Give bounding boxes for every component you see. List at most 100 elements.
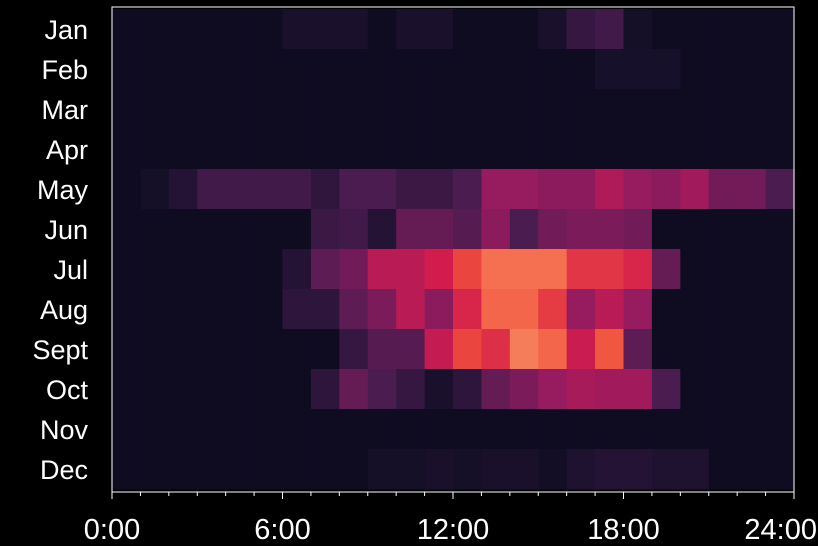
heatmap-cell	[197, 289, 227, 330]
heatmap-cell	[481, 89, 511, 130]
heatmap-cell	[197, 89, 227, 130]
x-tick-label: 18:00	[587, 514, 660, 546]
heatmap-cell	[367, 49, 397, 90]
heatmap-cell	[112, 49, 142, 90]
heatmap-cell	[225, 9, 255, 50]
heatmap-cell	[396, 89, 426, 130]
heatmap-cell	[367, 289, 397, 330]
heatmap-cell	[254, 249, 284, 290]
heatmap-cell	[708, 209, 738, 250]
heatmap-cell	[424, 249, 454, 290]
heatmap-cell	[282, 9, 312, 50]
heatmap-cell	[765, 409, 795, 450]
heatmap-cell	[197, 449, 227, 490]
heatmap-cell	[112, 329, 142, 370]
heatmap-cell	[396, 289, 426, 330]
heatmap-cell	[396, 9, 426, 50]
heatmap-cell	[566, 449, 596, 490]
heatmap-cell	[538, 369, 568, 410]
heatmap-cell	[282, 369, 312, 410]
heatmap-cell	[197, 49, 227, 90]
heatmap-cell	[339, 329, 369, 370]
heatmap-cell	[424, 89, 454, 130]
heatmap-cell	[168, 89, 198, 130]
heatmap-cell	[225, 169, 255, 210]
heatmap-cell	[737, 209, 767, 250]
heatmap-cell	[595, 9, 625, 50]
heatmap-cell	[453, 9, 483, 50]
heatmap-cell	[509, 449, 539, 490]
heatmap-cell	[339, 369, 369, 410]
heatmap-cell	[538, 449, 568, 490]
heatmap-cell	[310, 49, 340, 90]
heatmap-cell	[623, 209, 653, 250]
heatmap-cell	[254, 329, 284, 370]
heatmap-cell	[112, 209, 142, 250]
y-tick-label: Apr	[46, 135, 88, 165]
heatmap-cell	[708, 449, 738, 490]
heatmap-cell	[595, 169, 625, 210]
heatmap-cell	[737, 49, 767, 90]
heatmap-cell	[453, 369, 483, 410]
heatmap-cell	[424, 129, 454, 170]
y-tick-label: Aug	[40, 295, 88, 325]
heatmap-cell	[396, 249, 426, 290]
y-tick-label: Oct	[46, 375, 89, 405]
heatmap-cell	[765, 329, 795, 370]
heatmap-cell	[566, 49, 596, 90]
heatmap-cell	[538, 49, 568, 90]
y-tick-label: Feb	[41, 55, 88, 85]
y-axis-labels: Jan Feb Mar Apr May Jun Jul Aug Sept Oct Nov Dec	[32, 15, 88, 485]
heatmap-cell	[310, 249, 340, 290]
heatmap-cell	[566, 369, 596, 410]
heatmap-cell	[396, 169, 426, 210]
heatmap-cell	[509, 329, 539, 370]
heatmap-cell	[680, 329, 710, 370]
heatmap-cell	[396, 329, 426, 370]
heatmap-cell	[140, 129, 170, 170]
heatmap-cell	[310, 329, 340, 370]
y-tick-label: Jun	[44, 215, 88, 245]
heatmap-cell	[509, 169, 539, 210]
heatmap-cell	[168, 9, 198, 50]
heatmap-cells	[112, 9, 795, 490]
heatmap-cell	[225, 209, 255, 250]
heatmap-cell	[765, 249, 795, 290]
heatmap-cell	[140, 449, 170, 490]
heatmap-cell	[254, 49, 284, 90]
heatmap-cell	[197, 369, 227, 410]
heatmap-cell	[225, 369, 255, 410]
heatmap-cell	[708, 289, 738, 330]
heatmap-cell	[140, 209, 170, 250]
heatmap-cell	[737, 89, 767, 130]
heatmap-cell	[112, 409, 142, 450]
heatmap-cell	[453, 409, 483, 450]
heatmap-cell	[538, 89, 568, 130]
heatmap-cell	[509, 89, 539, 130]
heatmap-cell	[680, 129, 710, 170]
heatmap-cell	[424, 329, 454, 370]
heatmap-cell	[112, 289, 142, 330]
x-tick-label: 6:00	[254, 514, 310, 546]
heatmap-cell	[140, 169, 170, 210]
heatmap-cell	[140, 409, 170, 450]
heatmap-cell	[396, 369, 426, 410]
heatmap-cell	[538, 249, 568, 290]
heatmap-cell	[424, 409, 454, 450]
heatmap-cell	[651, 89, 681, 130]
heatmap-cell	[112, 169, 142, 210]
heatmap-cell	[651, 369, 681, 410]
heatmap-cell	[538, 409, 568, 450]
heatmap-cell	[339, 89, 369, 130]
heatmap-cell	[254, 449, 284, 490]
heatmap-cell	[140, 329, 170, 370]
heatmap-cell	[765, 209, 795, 250]
heatmap-cell	[708, 409, 738, 450]
y-tick-label: Jul	[53, 255, 88, 285]
heatmap-cell	[538, 329, 568, 370]
heatmap-cell	[140, 369, 170, 410]
heatmap-cell	[680, 369, 710, 410]
heatmap-cell	[254, 409, 284, 450]
heatmap-cell	[197, 209, 227, 250]
heatmap-cell	[396, 129, 426, 170]
